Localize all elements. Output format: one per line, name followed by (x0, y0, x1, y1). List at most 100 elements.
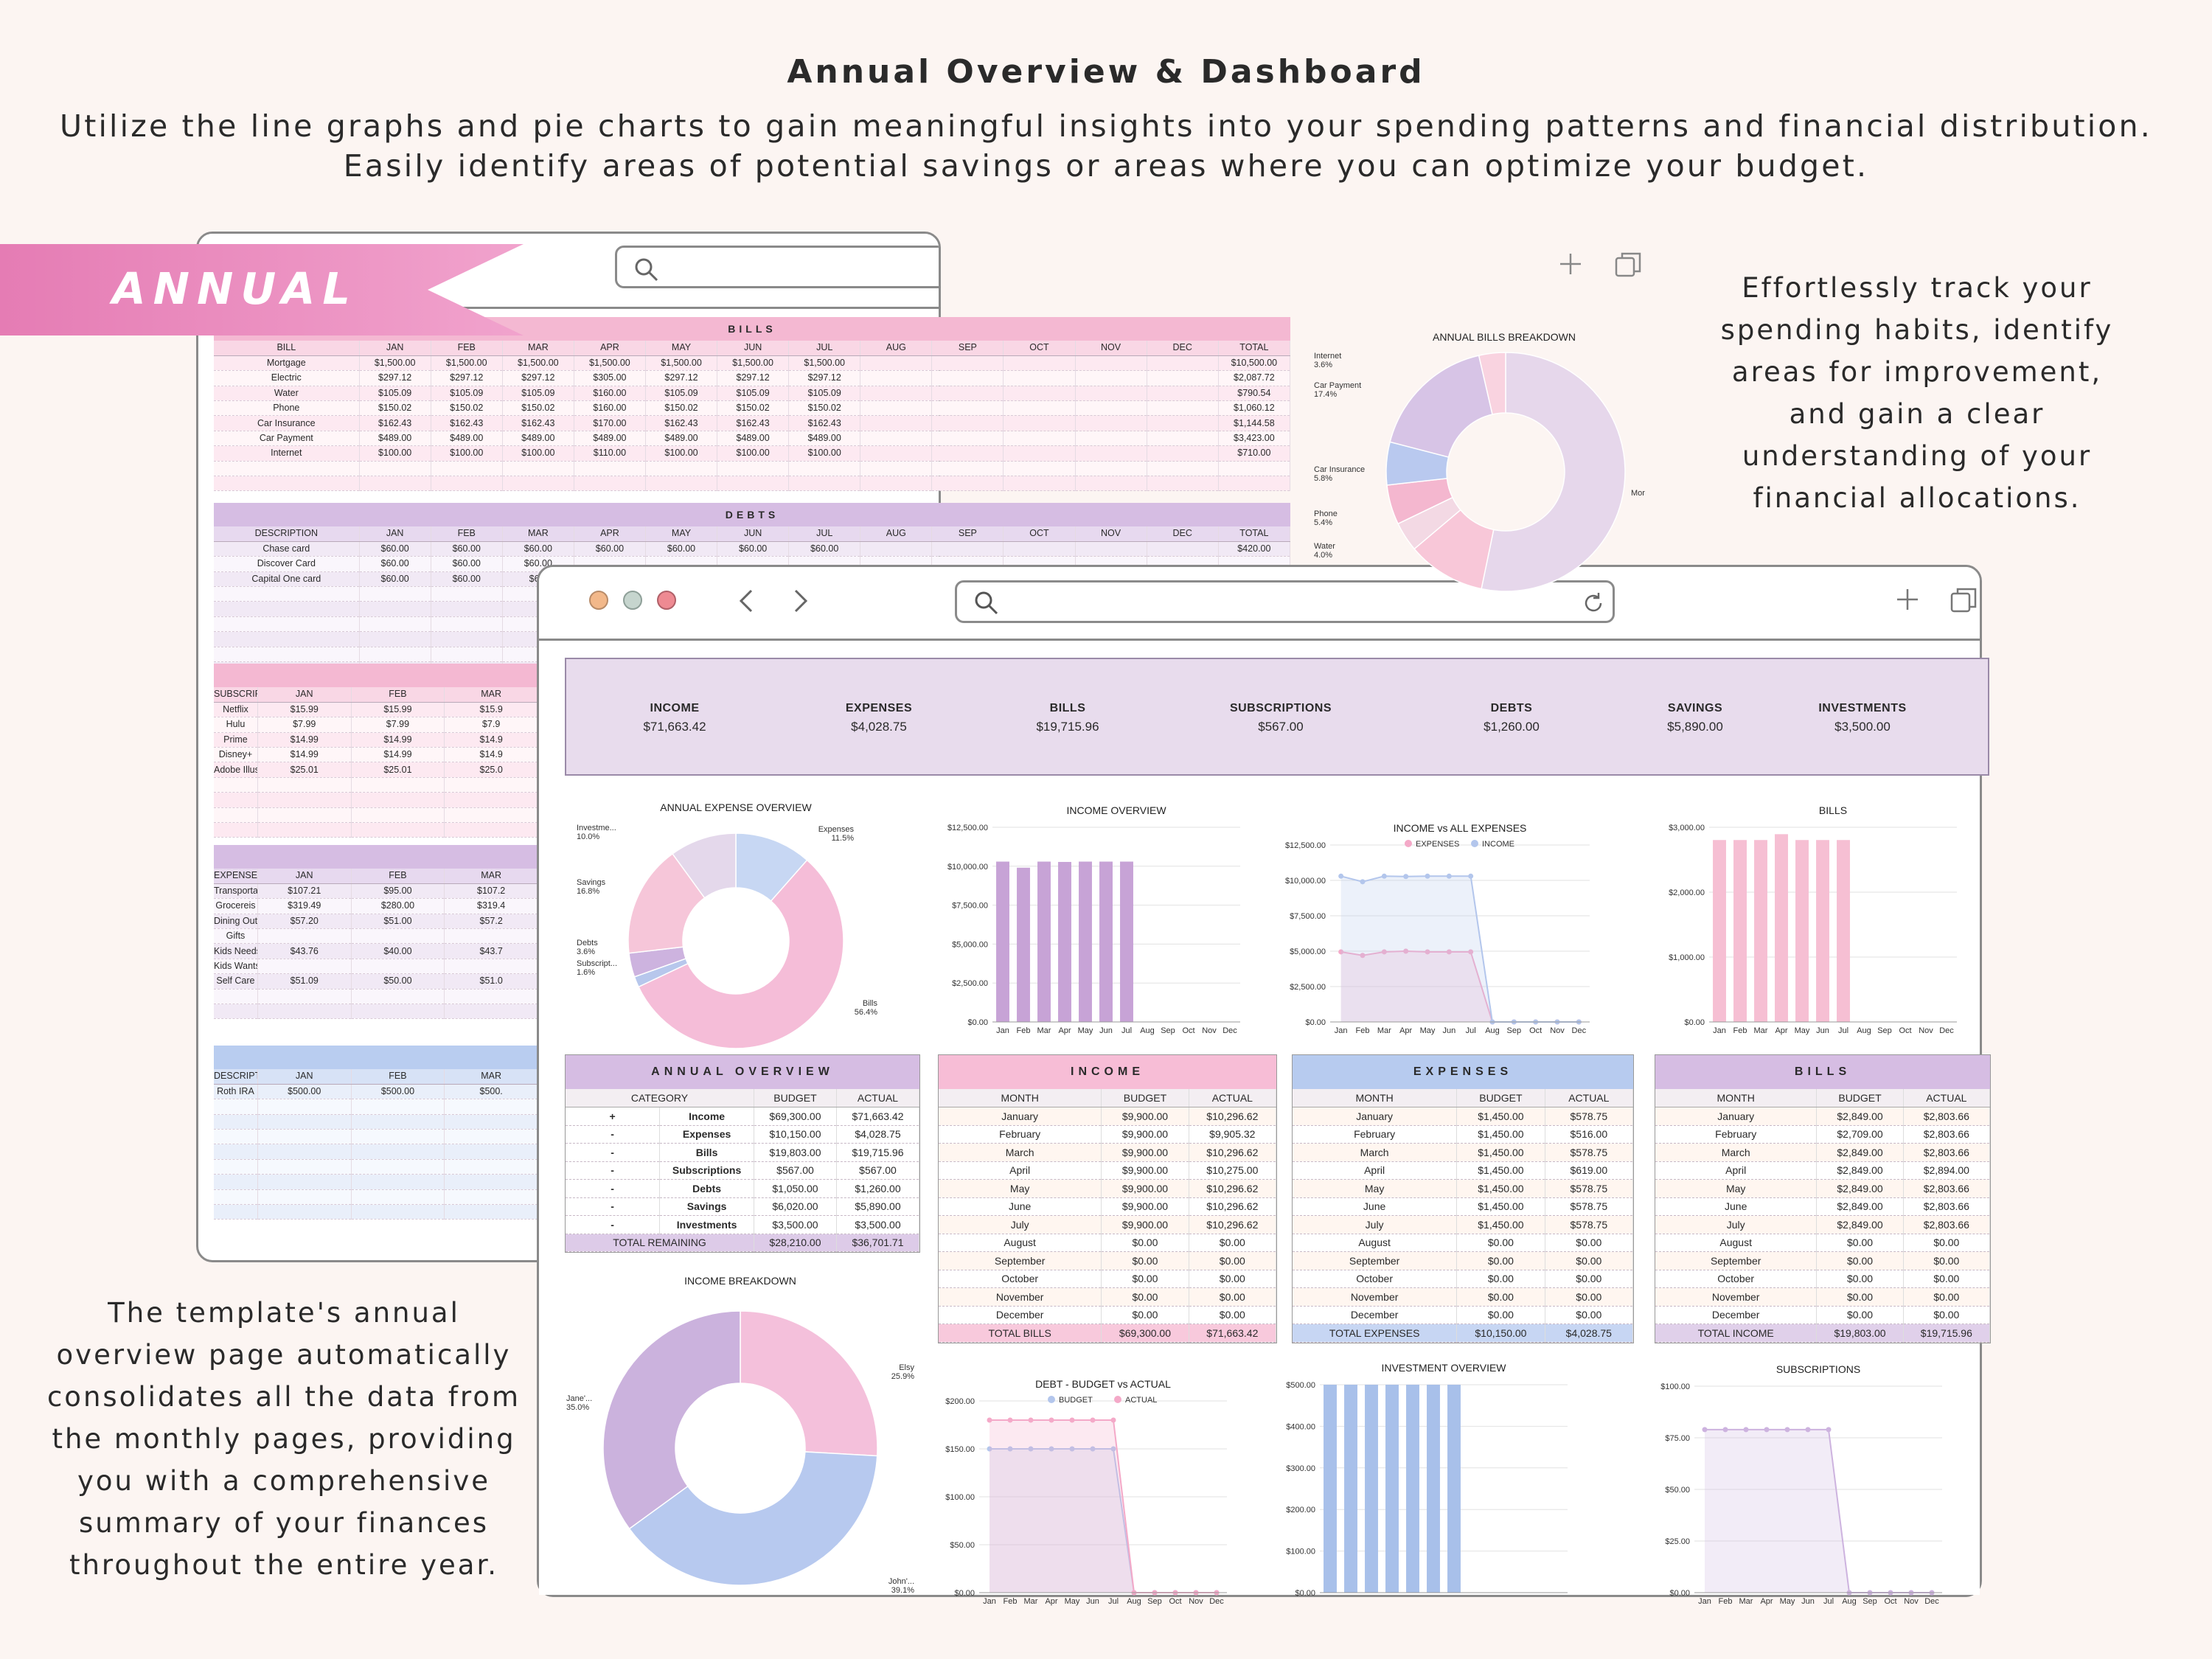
sheet-cell[interactable] (1075, 415, 1147, 431)
table-cell[interactable]: June (939, 1197, 1102, 1216)
sheet-cell[interactable]: $10,500.00 (1218, 355, 1291, 372)
bar[interactable] (1795, 840, 1809, 1022)
sheet-cell[interactable] (351, 959, 445, 975)
data-point[interactable] (1446, 949, 1452, 955)
table-cell[interactable]: $1,450.00 (1456, 1161, 1545, 1180)
sheet-cell[interactable]: $297.12 (717, 370, 790, 386)
sheet-cell[interactable]: $40.00 (351, 943, 445, 959)
sheet-cell[interactable] (1003, 355, 1076, 372)
sheet-cell[interactable]: $15.99 (351, 702, 445, 718)
table-cell[interactable]: $0.00 (1101, 1287, 1189, 1307)
table-row[interactable]: March $1,450.00 $578.75 (1293, 1143, 1634, 1162)
table-row[interactable]: January $9,900.00 $10,296.62 (939, 1107, 1277, 1126)
sheet-row[interactable]: Gifts (214, 928, 538, 945)
bar[interactable] (1447, 1385, 1461, 1593)
table-cell[interactable]: $0.00 (1101, 1251, 1189, 1270)
table-cell[interactable]: $0.00 (1903, 1306, 1991, 1324)
table-cell[interactable]: $0.00 (1816, 1251, 1904, 1270)
table-row[interactable]: + Income $69,300.00 $71,663.42 (566, 1107, 920, 1126)
sheet-cell[interactable] (431, 461, 503, 477)
sheet-cell[interactable] (257, 1099, 352, 1115)
table-cell[interactable]: $0.00 (1189, 1234, 1277, 1252)
table-cell[interactable]: $2,709.00 (1816, 1125, 1904, 1144)
data-point[interactable] (1425, 873, 1430, 879)
sheet-cell[interactable]: $162.43 (645, 415, 718, 431)
sheet-cell[interactable]: $297.12 (502, 370, 574, 386)
table-cell[interactable]: July (1293, 1215, 1458, 1234)
sheet-cell[interactable] (214, 807, 258, 824)
table-cell[interactable]: $9,900.00 (1101, 1179, 1189, 1198)
table-cell[interactable]: July (1655, 1215, 1818, 1234)
table-row[interactable]: - Subscriptions $567.00 $567.00 (566, 1161, 920, 1180)
bar[interactable] (1344, 1385, 1357, 1593)
table-row[interactable]: June $1,450.00 $578.75 (1293, 1197, 1634, 1216)
sheet-row[interactable]: Chase card $60.00 $60.00 $60.00 $60.00 $60.00… (214, 541, 1291, 557)
table-row[interactable]: August $0.00 $0.00 (939, 1234, 1277, 1252)
table-cell[interactable]: $1,260.00 (836, 1179, 920, 1198)
sheet-row[interactable]: Hulu $7.99 $7.99 $7.9 (214, 717, 538, 733)
table-row[interactable]: February $1,450.00 $516.00 (1293, 1125, 1634, 1144)
bar[interactable] (1816, 840, 1829, 1022)
sheet-cell[interactable] (1003, 431, 1076, 447)
sheet-cell[interactable]: $15.99 (257, 702, 352, 718)
sheet-cell[interactable] (1003, 476, 1076, 492)
table-cell[interactable]: Investments (659, 1215, 754, 1234)
sheet-cell[interactable] (257, 822, 352, 838)
sheet-cell[interactable] (1003, 445, 1076, 462)
table-cell[interactable]: $0.00 (1101, 1234, 1189, 1252)
table-cell[interactable]: $0.00 (1456, 1287, 1545, 1307)
table-row[interactable]: May $9,900.00 $10,296.62 (939, 1179, 1277, 1198)
table-row[interactable]: May $2,849.00 $2,803.66 (1655, 1179, 1991, 1198)
bar[interactable] (1837, 840, 1850, 1022)
sheet-cell[interactable] (257, 1189, 352, 1206)
table-cell[interactable]: $1,450.00 (1456, 1197, 1545, 1216)
table-cell[interactable]: April (1293, 1161, 1458, 1180)
sheet-cell[interactable]: $160.00 (574, 386, 646, 402)
sheet-cell[interactable] (931, 541, 1004, 557)
table-cell[interactable]: $1,450.00 (1456, 1107, 1545, 1126)
sheet-cell[interactable]: $489.00 (574, 431, 646, 447)
sheet-cell[interactable] (214, 1189, 258, 1206)
table-cell[interactable]: February (1293, 1125, 1458, 1144)
sheet-cell[interactable] (431, 647, 503, 663)
table-cell[interactable]: July (939, 1215, 1102, 1234)
sheet-cell[interactable]: Phone (214, 400, 360, 417)
table-cell[interactable]: $9,905.32 (1189, 1125, 1277, 1144)
table-cell[interactable]: March (1655, 1143, 1818, 1162)
table-row[interactable]: July $1,450.00 $578.75 (1293, 1215, 1634, 1234)
sheet-cell[interactable] (257, 928, 352, 945)
bar[interactable] (1324, 1385, 1337, 1593)
table-cell[interactable]: Savings (659, 1197, 754, 1216)
table-row[interactable]: - Savings $6,020.00 $5,890.00 (566, 1197, 920, 1216)
sheet-cell[interactable] (1147, 415, 1219, 431)
sheet-cell[interactable] (1147, 386, 1219, 402)
sheet-cell[interactable]: $500.00 (257, 1084, 352, 1100)
sheet-cell[interactable]: Dining Out (214, 914, 258, 930)
sheet-cell[interactable]: $43.76 (257, 943, 352, 959)
sheet-cell[interactable]: $3,423.00 (1218, 431, 1291, 447)
sheet-row[interactable]: Netflix $15.99 $15.99 $15.9 (214, 702, 538, 718)
sheet-cell[interactable]: $2,087.72 (1218, 370, 1291, 386)
bar[interactable] (1079, 861, 1092, 1022)
sheet-cell[interactable]: $105.09 (502, 386, 574, 402)
sheet-cell[interactable]: $297.12 (431, 370, 503, 386)
table-cell[interactable]: June (1655, 1197, 1818, 1216)
table-row[interactable]: - Investments $3,500.00 $3,500.00 (566, 1215, 920, 1234)
sheet-empty-row[interactable] (214, 1204, 538, 1220)
data-point[interactable] (1110, 1417, 1116, 1423)
table-cell[interactable]: $2,894.00 (1903, 1161, 1991, 1180)
sheet-cell[interactable] (257, 807, 352, 824)
sheet-cell[interactable] (1147, 461, 1219, 477)
sheet-cell[interactable] (1003, 400, 1076, 417)
sheet-cell[interactable]: $107.2 (444, 883, 538, 900)
sheet-empty-row[interactable] (214, 476, 1291, 492)
sheet-cell[interactable]: $105.09 (359, 386, 431, 402)
sheet-cell[interactable] (1218, 476, 1291, 492)
sheet-row[interactable]: Car Payment $489.00 $489.00 $489.00 $489.00 $… (214, 431, 1291, 447)
sheet-cell[interactable]: $710.00 (1218, 445, 1291, 462)
data-point[interactable] (1048, 1417, 1054, 1423)
sheet-cell[interactable]: $95.00 (351, 883, 445, 900)
table-cell[interactable]: $1,050.00 (754, 1179, 837, 1198)
sheet-cell[interactable] (351, 822, 445, 838)
sheet-cell[interactable] (257, 1174, 352, 1190)
